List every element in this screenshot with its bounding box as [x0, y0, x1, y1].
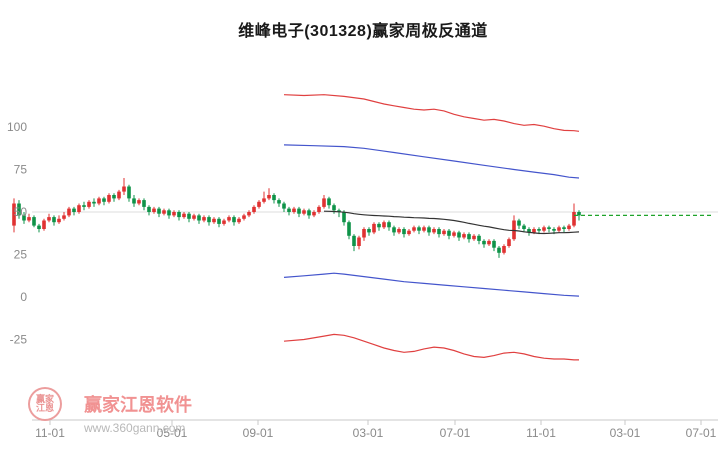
logo-text-bottom: 江恩 — [35, 403, 54, 413]
upper-red-channel-line — [283, 94, 580, 132]
candles — [12, 178, 581, 258]
y-tick-label: -25 — [10, 333, 28, 347]
chart-title: 维峰电子(301328)赢家周极反通道 — [238, 23, 488, 40]
x-tick-label: 03-01 — [610, 426, 641, 440]
x-tick-label: 03-01 — [353, 426, 384, 440]
y-tick-label: 0 — [20, 290, 27, 304]
logo-text-top: 赢家 — [35, 393, 54, 404]
y-tick-label: 25 — [14, 248, 28, 262]
lower-red-channel-line — [283, 333, 579, 361]
ma-line — [323, 210, 580, 235]
watermark-brand: 赢家江恩软件 — [84, 395, 192, 415]
x-tick-label: 07-01 — [686, 426, 717, 440]
watermark-url: www.360gann.com — [84, 421, 186, 435]
winner-gann-logo-icon: 赢家 江恩 — [28, 387, 62, 421]
x-tick-label: 07-01 — [440, 426, 471, 440]
upper-blue-channel-line — [283, 144, 580, 179]
x-tick-label: 11-01 — [526, 426, 556, 440]
y-tick-label: 75 — [14, 163, 28, 177]
x-tick-label: 09-01 — [243, 426, 274, 440]
y-tick-label: 100 — [7, 120, 27, 134]
lower-blue-channel-line — [283, 272, 580, 297]
x-tick-label: 11-01 — [35, 426, 65, 440]
x-tick-label: 05-01 — [157, 426, 188, 440]
y-tick-label: 50 — [14, 205, 28, 219]
